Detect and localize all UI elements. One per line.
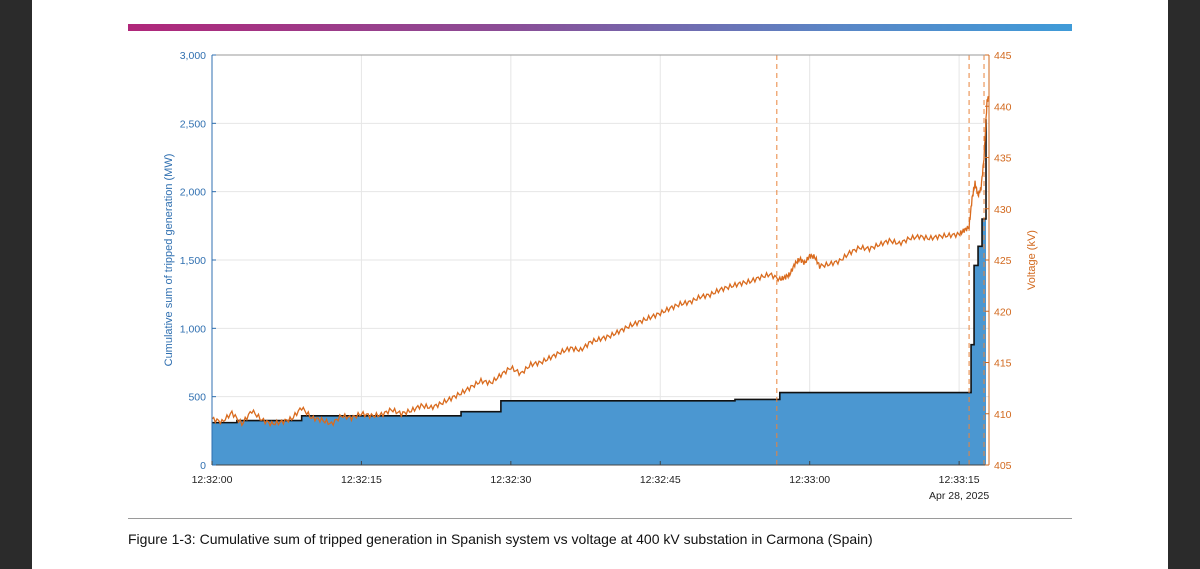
left-axis-title: Cumulative sum of tripped generation (MW… — [163, 154, 175, 367]
right-tick-label: 425 — [994, 255, 1012, 267]
header-gradient-bar — [128, 24, 1072, 31]
tripped-generation-voltage-chart: 0 500 1,000 1,500 2,000 2,500 3,000 405 410 415 42… — [163, 50, 1038, 502]
x-tick-label: 12:33:15 — [939, 474, 980, 486]
date-label: Apr 28, 2025 — [929, 490, 989, 502]
caption-divider — [128, 518, 1072, 519]
right-tick-label: 415 — [994, 358, 1012, 370]
x-tick-label: 12:32:30 — [490, 474, 531, 486]
right-tick-label: 445 — [994, 50, 1012, 62]
left-tick-label: 2,000 — [180, 187, 206, 199]
right-tick-label: 405 — [994, 460, 1012, 472]
right-axis-title: Voltage (kV) — [1026, 230, 1038, 290]
right-tick-label: 435 — [994, 153, 1012, 165]
right-tick-label: 420 — [994, 306, 1012, 318]
figure-caption: Figure 1-3: Cumulative sum of tripped ge… — [128, 531, 873, 547]
tripped-generation-fill — [212, 119, 987, 465]
right-tick-label: 410 — [994, 409, 1012, 421]
left-tick-label: 0 — [200, 460, 206, 472]
x-tick-label: 12:32:15 — [341, 474, 382, 486]
left-tick-label: 2,500 — [180, 118, 206, 130]
x-tick-label: 12:32:00 — [192, 474, 233, 486]
left-tick-label: 1,500 — [180, 255, 206, 267]
right-tick-label: 430 — [994, 204, 1012, 216]
x-tick-label: 12:33:00 — [789, 474, 830, 486]
voltage-line — [211, 95, 990, 428]
right-tick-label: 440 — [994, 101, 1012, 113]
axes: 0 500 1,000 1,500 2,000 2,500 3,000 405 410 415 42… — [163, 50, 1038, 502]
left-tick-label: 3,000 — [180, 50, 206, 62]
tripped-generation-step-line — [212, 119, 987, 424]
x-tick-label: 12:32:45 — [640, 474, 681, 486]
voltage-series — [211, 95, 990, 428]
tripped-generation-area — [212, 119, 987, 465]
report-page: 0 500 1,000 1,500 2,000 2,500 3,000 405 410 415 42… — [32, 0, 1168, 569]
left-tick-label: 1,000 — [180, 323, 206, 335]
left-tick-label: 500 — [188, 392, 206, 404]
